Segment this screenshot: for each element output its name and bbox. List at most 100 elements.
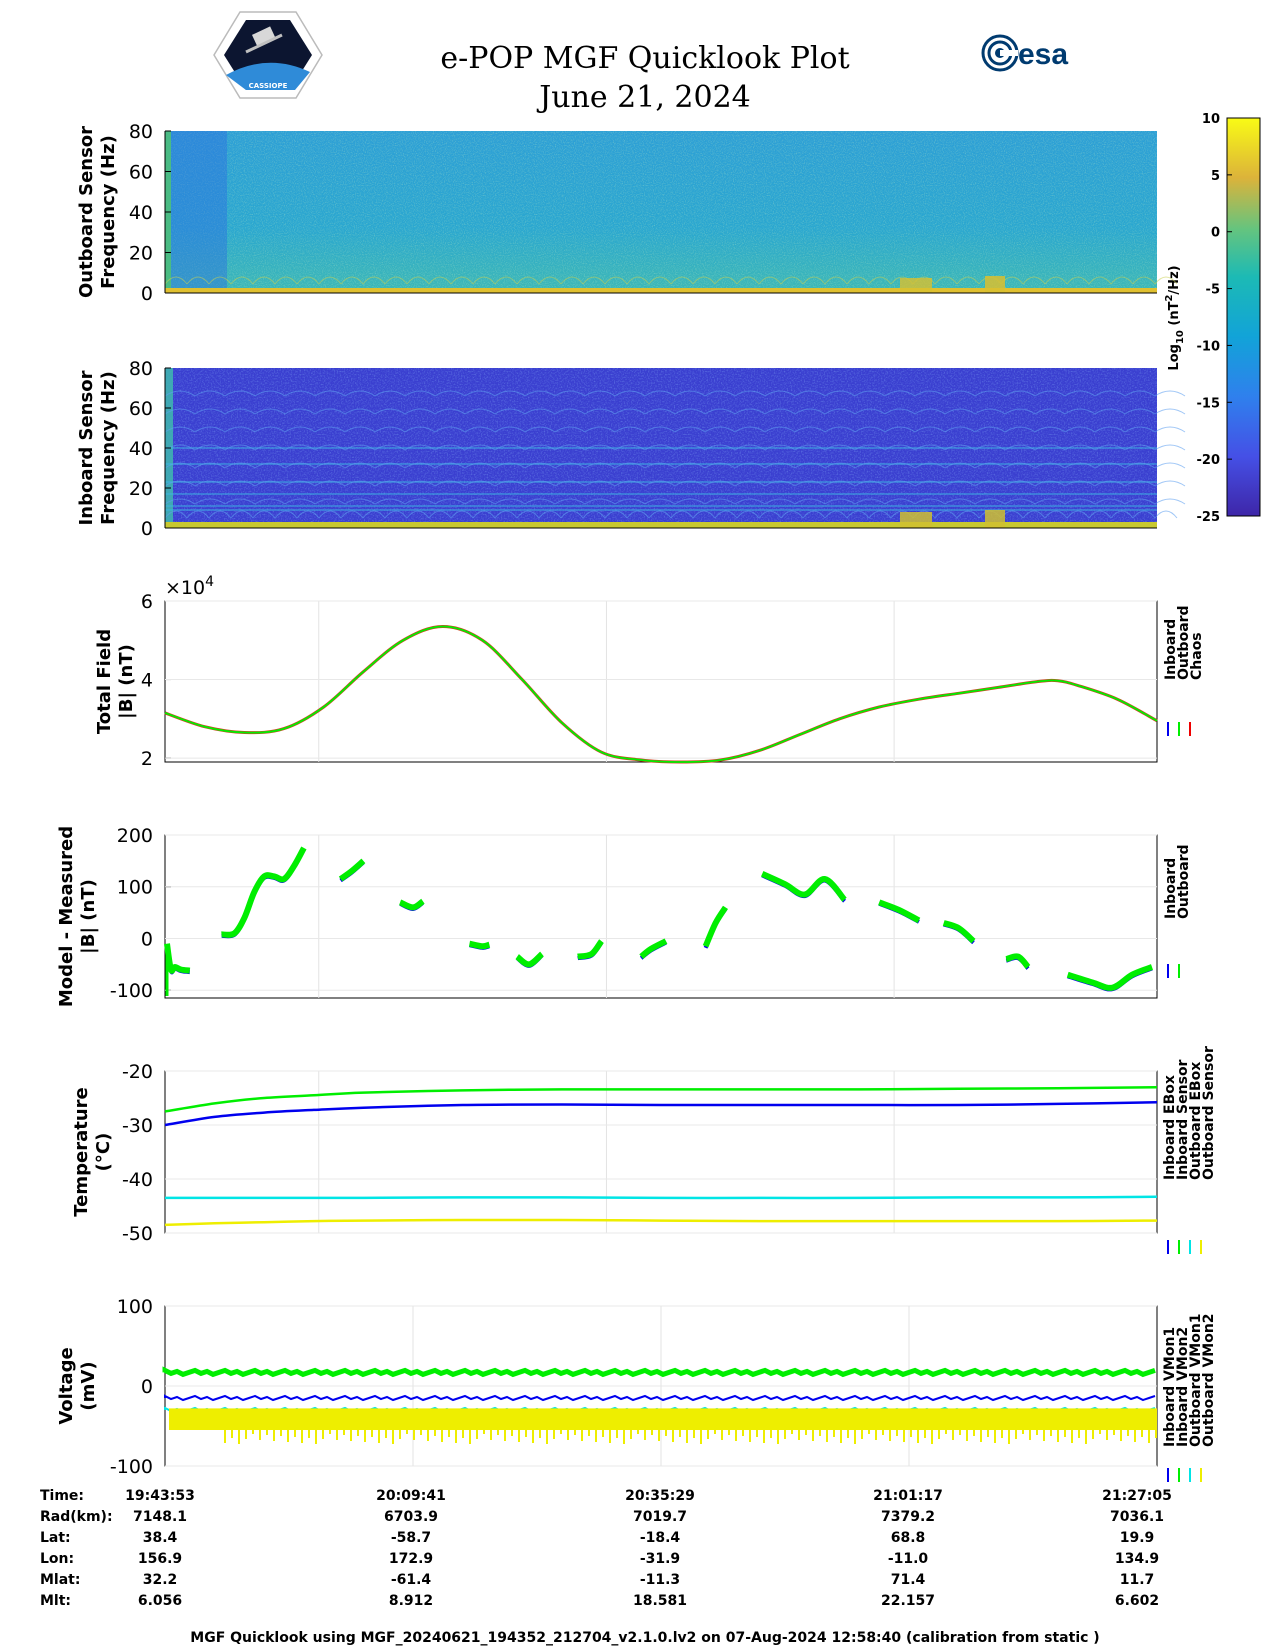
- voltage-line-inboard-vmon2: [162, 1366, 1156, 1378]
- orbit-cell: 7036.1: [1110, 1509, 1164, 1525]
- inboard-spectrogram-ytick: 40: [129, 438, 153, 460]
- total-field-line-outboard: [164, 625, 1158, 763]
- total-field-ytick: 2: [141, 748, 153, 770]
- orbit-cell: 7379.2: [881, 1509, 935, 1525]
- orbit-cell: 11.7: [1120, 1572, 1155, 1588]
- orbit-cell: -31.9: [640, 1551, 680, 1567]
- model-measured-outboard-segment: [164, 943, 191, 974]
- model-minus-measured-ytick: 200: [117, 825, 153, 847]
- orbit-cell: 7148.1: [133, 1509, 187, 1525]
- inboard-spectrogram-ytick: 80: [129, 358, 153, 380]
- temperature-line: [164, 1085, 1158, 1113]
- voltage-legend-label: Outboard VMon1: [1188, 1313, 1204, 1447]
- temperature-legend-label: Inboard EBox: [1162, 1075, 1178, 1180]
- colorbar-tick: 5: [1211, 169, 1220, 184]
- temperature-ytick: -50: [122, 1223, 153, 1245]
- orbit-table: Time: Rad(km): Lat: Lon: Mlat: Mlt: 19:43:53 71…: [40, 1488, 1172, 1609]
- total-field-panel: ×104: [164, 574, 1158, 763]
- orbit-cell: 19:43:53: [125, 1488, 195, 1504]
- model-minus-measured-ylabel: |B| (nT): [78, 879, 99, 954]
- orbit-cell: 71.4: [891, 1572, 926, 1588]
- model-measured-outboard-segment: [1066, 964, 1154, 991]
- colorbar-label: Log10 (nT2/Hz): [1164, 265, 1186, 370]
- total-field-legend-label: Chaos: [1189, 632, 1205, 680]
- temperature-panel: [164, 1070, 1158, 1234]
- page-date: June 21, 2024: [536, 80, 751, 115]
- orbit-cell: 32.2: [143, 1572, 178, 1588]
- orbit-cell: 6.056: [138, 1593, 182, 1609]
- model-measured-panel: [164, 834, 1158, 999]
- model-measured-outboard-segment: [577, 939, 604, 960]
- temperature-line: [164, 1101, 1158, 1127]
- orbit-cell: -11.3: [640, 1572, 680, 1588]
- total-field-exponent: ×104: [165, 574, 214, 599]
- voltage-ytick: 100: [117, 1296, 153, 1318]
- orbit-cell: 156.9: [138, 1551, 182, 1567]
- total-field-ytick: 4: [141, 670, 153, 692]
- page-title: e-POP MGF Quicklook Plot: [440, 41, 849, 76]
- model-measured-outboard-segment: [221, 846, 307, 938]
- orbit-cell: 7019.7: [633, 1509, 687, 1525]
- outboard-spectrogram-ytick: 40: [129, 202, 153, 224]
- total-field-ylabel: |B| (nT): [116, 644, 137, 719]
- model-minus-measured-ylabel: Model - Measured: [56, 826, 77, 1007]
- model-minus-measured-legend-label: Outboard: [1176, 844, 1192, 919]
- temperature-legend-label: Inboard Sensor: [1175, 1059, 1191, 1180]
- total-field-legend-label: Outboard: [1176, 605, 1192, 680]
- footer-caption: MGF Quicklook using MGF_20240621_194352_…: [190, 1630, 1099, 1646]
- temperature-line: [164, 1218, 1158, 1227]
- orbit-row-label: Lat:: [40, 1530, 71, 1546]
- orbit-cell: -61.4: [391, 1572, 432, 1588]
- voltage-ylabel: Voltage: [56, 1347, 77, 1424]
- colorbar-gradient: [1226, 117, 1261, 517]
- model-measured-outboard-segment: [702, 905, 729, 948]
- colorbar-tick: 0: [1211, 226, 1220, 241]
- voltage-band-outboard-vmon2: [169, 1408, 1157, 1430]
- orbit-cell: 20:35:29: [625, 1488, 695, 1504]
- temperature-ytick: -20: [122, 1061, 153, 1083]
- orbit-cell: 8.912: [389, 1593, 433, 1609]
- voltage-line-inboard-vmon1: [164, 1394, 1156, 1402]
- outboard-spectrogram-ytick: 80: [129, 121, 153, 143]
- outboard-spectrogram-ytick: 0: [141, 283, 153, 305]
- orbit-cell: 6.602: [1115, 1593, 1159, 1609]
- orbit-cell: 18.581: [633, 1593, 687, 1609]
- temperature-legend-label: Outboard Sensor: [1201, 1046, 1217, 1180]
- inboard-spectrogram-ylabel: Frequency (Hz): [98, 371, 119, 525]
- outboard-low-band: [165, 131, 227, 289]
- voltage-ytick: -100: [110, 1456, 153, 1478]
- outboard-spectrogram-ytick: 20: [129, 243, 153, 265]
- model-measured-outboard-segment: [398, 898, 425, 911]
- orbit-row-label: Mlat:: [40, 1572, 80, 1588]
- inboard-spectrogram-ylabel: Inboard Sensor: [76, 370, 97, 525]
- voltage-ylabel: (mV): [78, 1361, 99, 1410]
- orbit-cell: 19.9: [1120, 1530, 1155, 1546]
- inboard-dc-band: [165, 522, 1157, 528]
- colorbar-tick: 10: [1202, 112, 1220, 127]
- orbit-cell: 6703.9: [384, 1509, 438, 1525]
- orbit-cell: 172.9: [389, 1551, 433, 1567]
- temperature-legend-label: Outboard EBox: [1188, 1062, 1204, 1180]
- temperature-line: [165, 1195, 1158, 1200]
- orbit-row-label: Time:: [40, 1488, 84, 1504]
- voltage-legend-label: Inboard VMon1: [1162, 1327, 1178, 1447]
- orbit-cell: 134.9: [1115, 1551, 1159, 1567]
- total-field-ytick: 6: [141, 591, 153, 613]
- model-measured-outboard-segment: [942, 920, 976, 944]
- temperature-ytick: -30: [122, 1115, 153, 1137]
- temperature-axes: [164, 1070, 1158, 1234]
- total-field-ylabel: Total Field: [94, 629, 115, 734]
- esa-logo-text: esa: [1018, 38, 1068, 71]
- colorbar-tick: -10: [1197, 339, 1221, 354]
- orbit-row-label: Lon:: [40, 1551, 74, 1567]
- colorbar-tick: -15: [1197, 396, 1221, 411]
- inboard-spectrogram-ytick: 60: [129, 398, 153, 420]
- inboard-spectrogram-panel: [164, 368, 1186, 529]
- outboard-spectrogram-ylabel: Frequency (Hz): [98, 135, 119, 289]
- outboard-spectrogram-ylabel: Outboard Sensor: [76, 126, 97, 298]
- orbit-cell: 38.4: [143, 1530, 178, 1546]
- model-measured-axes: [164, 834, 1158, 999]
- model-measured-outboard-segment: [1005, 953, 1031, 969]
- voltage-legend-label: Inboard VMon2: [1175, 1327, 1191, 1447]
